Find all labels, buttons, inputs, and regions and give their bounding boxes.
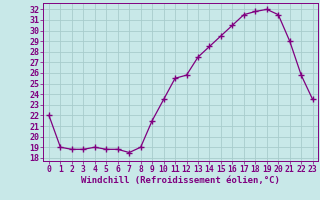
X-axis label: Windchill (Refroidissement éolien,°C): Windchill (Refroidissement éolien,°C)	[81, 176, 280, 185]
